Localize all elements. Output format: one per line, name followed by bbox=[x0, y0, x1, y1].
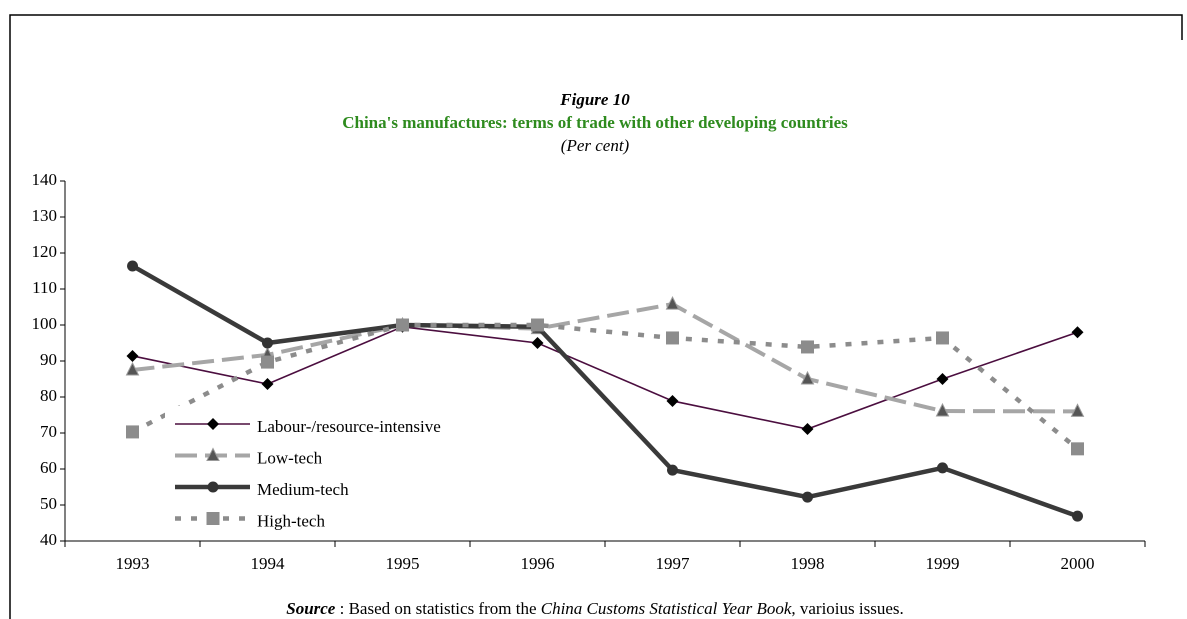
legend-label: Labour-/resource-intensive bbox=[257, 417, 441, 436]
point bbox=[206, 512, 220, 525]
source-note: Source : Based on statistics from the Ch… bbox=[286, 599, 904, 618]
y-tick-label: 50 bbox=[40, 494, 57, 513]
unit-label: (Per cent) bbox=[561, 136, 630, 155]
y-tick-label: 110 bbox=[32, 278, 57, 297]
point bbox=[396, 318, 409, 332]
source-text: : Based on statistics from the bbox=[335, 599, 540, 618]
point bbox=[666, 394, 679, 407]
y-tick-label: 140 bbox=[32, 170, 58, 189]
point bbox=[531, 337, 544, 349]
source-publication: China Customs Statistical Year Book bbox=[541, 599, 792, 618]
point bbox=[1071, 326, 1084, 339]
point bbox=[801, 423, 814, 436]
x-tick-label: 1999 bbox=[926, 554, 960, 573]
source-tail: , varioius issues. bbox=[791, 599, 903, 618]
y-tick-label: 80 bbox=[40, 386, 57, 405]
y-tick-label: 100 bbox=[32, 314, 58, 333]
x-tick-label: 2000 bbox=[1061, 554, 1095, 573]
point bbox=[261, 355, 274, 369]
chart-title: Figure 10 bbox=[559, 90, 630, 109]
point bbox=[802, 491, 813, 503]
series-line bbox=[132, 302, 1078, 414]
point bbox=[126, 349, 139, 362]
point bbox=[206, 447, 220, 461]
y-tick-label: 120 bbox=[32, 242, 58, 261]
legend-label: High-tech bbox=[257, 511, 325, 530]
x-tick-label: 1997 bbox=[656, 554, 691, 573]
point bbox=[800, 370, 815, 385]
frame bbox=[9, 14, 1183, 619]
y-tick-label: 40 bbox=[40, 530, 57, 549]
legend-label: Low-tech bbox=[257, 448, 323, 467]
source-label: Source bbox=[286, 599, 336, 618]
point bbox=[801, 340, 814, 354]
point bbox=[207, 481, 219, 493]
y-tick-label: 70 bbox=[40, 422, 57, 441]
point bbox=[667, 464, 678, 476]
x-tick-label: 1995 bbox=[386, 554, 420, 573]
point bbox=[936, 373, 949, 385]
x-tick-label: 1993 bbox=[116, 554, 150, 573]
point bbox=[666, 331, 679, 345]
y-tick-label: 60 bbox=[40, 458, 57, 477]
point bbox=[1071, 442, 1084, 456]
point bbox=[1070, 403, 1085, 417]
point bbox=[207, 418, 219, 430]
point bbox=[261, 378, 274, 391]
legend-label: Medium-tech bbox=[257, 480, 349, 499]
point bbox=[937, 462, 948, 474]
series-line bbox=[131, 264, 1079, 519]
x-tick-label: 1998 bbox=[791, 554, 825, 573]
x-tick-label: 1996 bbox=[521, 554, 555, 573]
point bbox=[935, 402, 950, 417]
y-tick-label: 130 bbox=[32, 206, 58, 225]
point bbox=[1072, 510, 1083, 522]
point bbox=[262, 337, 273, 349]
point bbox=[936, 331, 949, 345]
y-tick-label: 90 bbox=[40, 350, 57, 369]
point bbox=[126, 425, 139, 439]
point bbox=[125, 361, 140, 376]
x-tick-label: 1994 bbox=[251, 554, 286, 573]
point bbox=[531, 318, 544, 332]
series-line bbox=[132, 325, 1078, 430]
point bbox=[665, 296, 680, 310]
point bbox=[127, 260, 138, 272]
chart-subtitle: China's manufactures: terms of trade wit… bbox=[342, 113, 848, 132]
